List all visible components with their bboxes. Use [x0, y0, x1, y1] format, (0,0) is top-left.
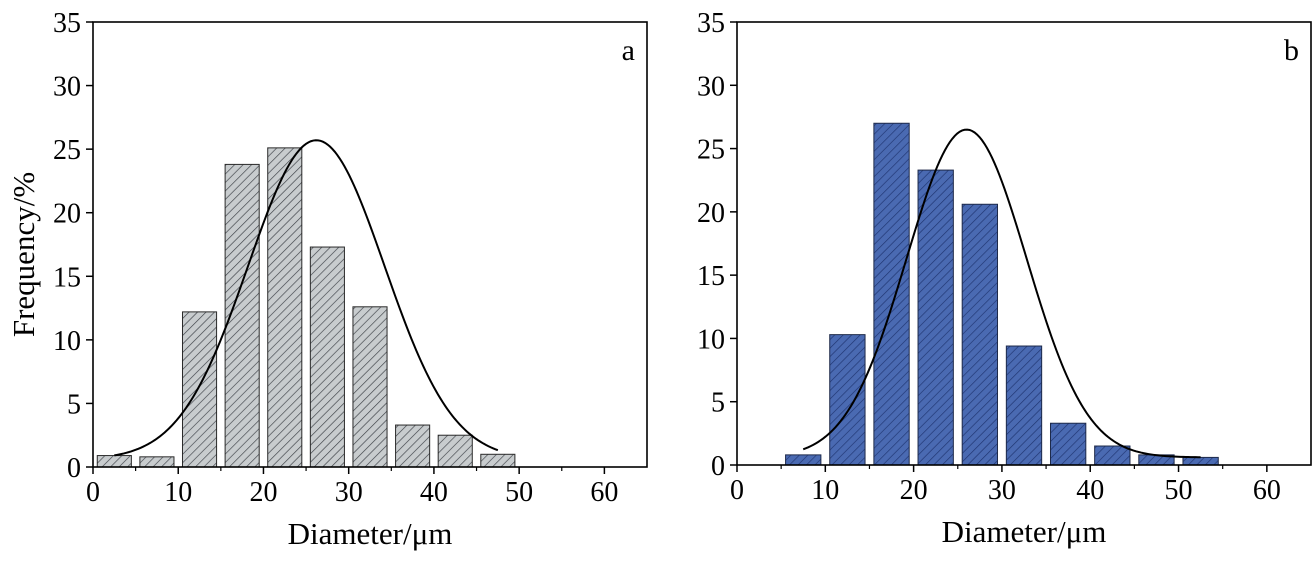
x-tick-label: 60 — [1253, 475, 1281, 506]
bar-b-5 — [961, 203, 999, 466]
fit-curve-b — [802, 128, 1201, 459]
chart-b: 0 10 20 30 40 50 60 0 5 10 15 20 25 30 35 Diameter/μm b — [697, 8, 1312, 549]
x-tick-label: 0 — [86, 477, 100, 508]
y-tick-label: 15 — [53, 262, 81, 293]
bar-a-7 — [352, 306, 388, 468]
y-tick-label: 15 — [697, 261, 725, 292]
bar-b-2 — [829, 334, 866, 466]
y-tick-label: 10 — [697, 324, 725, 355]
x-tick-label: 50 — [505, 477, 533, 508]
x-tick-label: 40 — [1076, 475, 1104, 506]
bar-a-5 — [267, 147, 303, 468]
bar-b-1 — [785, 454, 822, 466]
x-tick-label: 20 — [249, 477, 277, 508]
x-axis-label: Diameter/μm — [942, 514, 1107, 549]
y-tick-label: 25 — [697, 135, 725, 166]
bar-a-10 — [480, 453, 516, 468]
bar-b-10 — [1182, 456, 1219, 466]
y-tick-label: 5 — [711, 388, 725, 419]
x-tick-label: 20 — [900, 475, 928, 506]
y-tick-label: 0 — [711, 451, 725, 482]
chart-a: 0 10 20 30 40 50 60 0 5 10 15 20 25 30 35 Diameter/μm Fr… — [6, 8, 648, 551]
panel-label-b: b — [1284, 34, 1299, 67]
bar-a-9 — [437, 434, 473, 468]
y-tick-label: 0 — [67, 453, 81, 484]
plot-frame-a — [92, 21, 648, 468]
y-tick-label: 20 — [53, 199, 81, 230]
plot-frame-b — [736, 21, 1312, 466]
bar-b-6 — [1005, 345, 1043, 466]
bar-a-2 — [139, 456, 175, 468]
chart-panel-b: 0 10 20 30 40 50 60 0 5 10 15 20 25 30 35 Diameter/μm b — [660, 0, 1315, 562]
x-tick-label: 0 — [730, 475, 744, 506]
bar-a-1 — [96, 455, 132, 468]
bar-a-6 — [309, 246, 345, 468]
x-tick-label: 50 — [1165, 475, 1193, 506]
x-tick-label: 40 — [420, 477, 448, 508]
y-tick-label: 25 — [53, 135, 81, 166]
panel-label-a: a — [622, 34, 635, 67]
x-tick-label: 30 — [988, 475, 1016, 506]
y-tick-label: 10 — [53, 326, 81, 357]
y-tick-label: 20 — [697, 198, 725, 229]
x-tick-label: 60 — [590, 477, 618, 508]
bar-a-8 — [395, 424, 431, 468]
fit-curve-a — [114, 139, 499, 457]
y-tick-label: 35 — [697, 8, 725, 39]
bar-b-8 — [1094, 445, 1131, 466]
bar-a-3 — [181, 311, 218, 468]
x-tick-label: 30 — [335, 477, 363, 508]
y-tick-label: 5 — [67, 389, 81, 420]
bar-b-7 — [1049, 422, 1087, 466]
x-tick-label: 10 — [164, 477, 192, 508]
bar-b-4 — [917, 169, 954, 466]
x-axis-label: Diameter/μm — [288, 516, 453, 551]
x-tick-label: 10 — [811, 475, 839, 506]
y-tick-label: 30 — [697, 71, 725, 102]
y-axis-label: Frequency/% — [6, 172, 41, 337]
bar-b-3 — [873, 122, 910, 466]
y-tick-label: 30 — [53, 72, 81, 103]
y-tick-label: 35 — [53, 8, 81, 39]
chart-panel-a: 0 10 20 30 40 50 60 0 5 10 15 20 25 30 35 Diameter/μm Fr… — [0, 0, 655, 562]
